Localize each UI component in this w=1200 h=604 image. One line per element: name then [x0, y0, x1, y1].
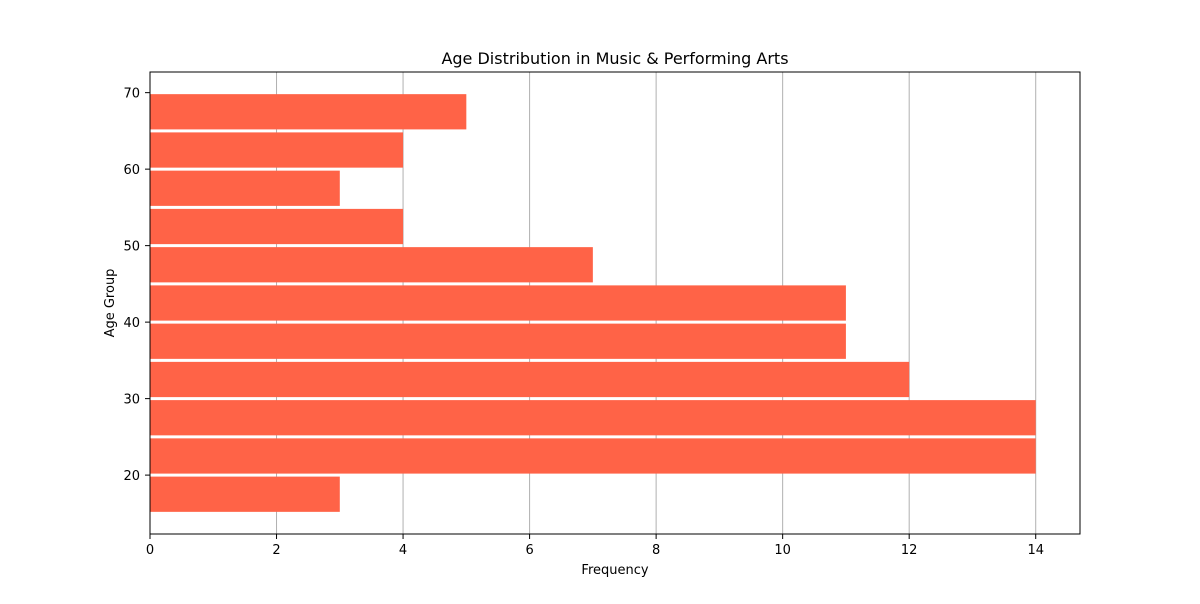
chart-title: Age Distribution in Music & Performing A…	[441, 49, 788, 68]
x-tick-label: 12	[901, 543, 918, 558]
x-axis-ticks: 0 2 4 6 8 10 12 14	[146, 534, 1044, 558]
y-tick-label: 60	[123, 163, 140, 178]
x-tick-label: 8	[652, 543, 660, 558]
bar	[150, 247, 593, 283]
x-tick-label: 6	[525, 543, 533, 558]
bar	[150, 94, 467, 130]
bars	[150, 94, 1036, 512]
plot-frame	[149, 71, 1081, 535]
bar	[150, 285, 846, 321]
bar	[150, 438, 1036, 474]
x-tick-label: 10	[774, 543, 791, 558]
y-tick-label: 50	[123, 240, 140, 255]
x-tick-label: 0	[146, 543, 154, 558]
y-tick-label: 70	[123, 87, 140, 102]
y-tick-label: 40	[123, 316, 140, 331]
bar	[150, 170, 340, 206]
bar	[150, 208, 404, 245]
x-tick-label: 4	[399, 543, 407, 558]
bar	[150, 323, 846, 359]
y-tick-label: 30	[123, 393, 140, 408]
bar	[150, 132, 404, 168]
y-axis-label: Age Group	[103, 269, 118, 338]
bar	[150, 361, 910, 398]
x-tick-label: 2	[272, 543, 280, 558]
x-tick-label: 14	[1027, 543, 1044, 558]
x-axis-label: Frequency	[581, 563, 648, 578]
bar	[150, 400, 1036, 436]
bar	[150, 476, 340, 512]
y-tick-label: 20	[123, 469, 140, 484]
y-axis-ticks: 20 30 40 50 60 70	[123, 87, 150, 484]
